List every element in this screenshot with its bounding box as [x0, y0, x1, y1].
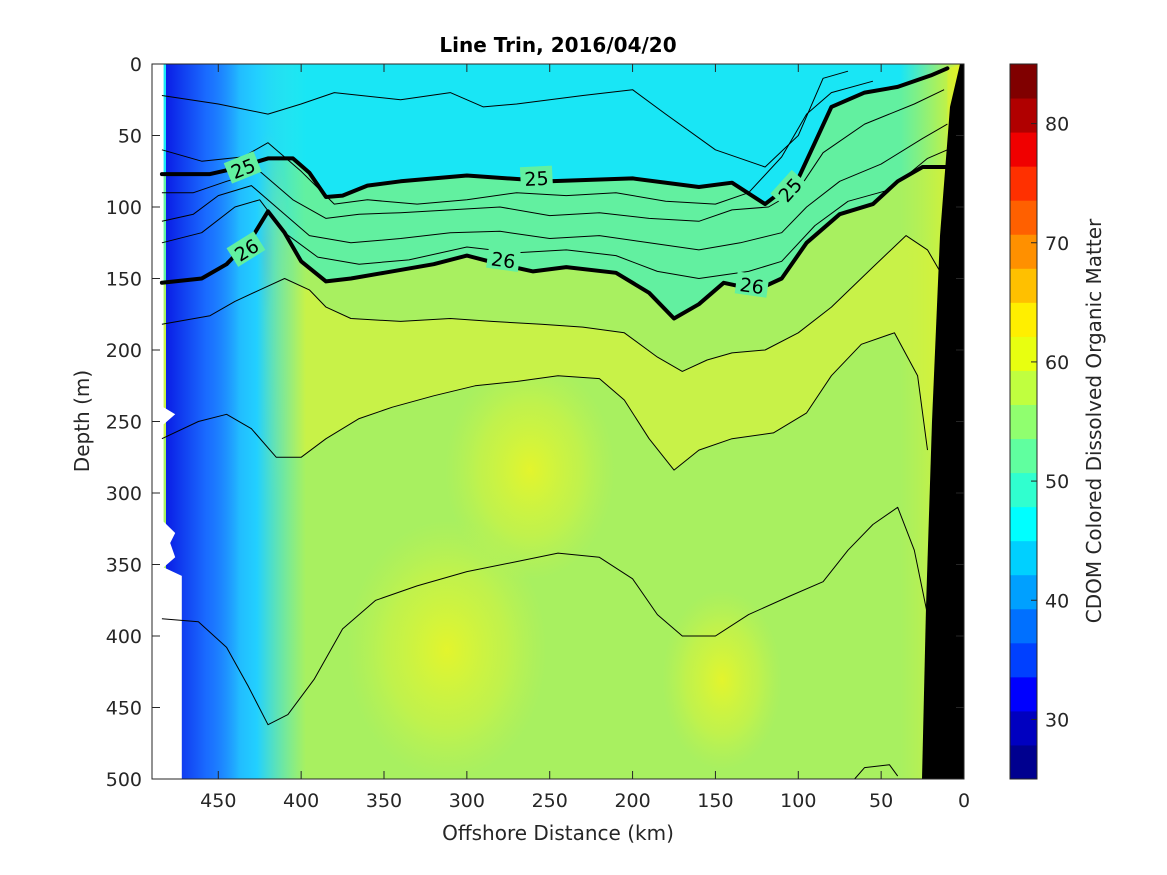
colorbar-segment [1010, 132, 1037, 167]
x-tick-label: 150 [697, 790, 733, 812]
x-tick-label: 0 [958, 790, 970, 812]
bottom-topography [922, 64, 964, 779]
y-tick-label: 300 [106, 483, 142, 505]
colorbar-tick-label: 70 [1045, 233, 1069, 255]
colorbar-segment [1010, 506, 1037, 542]
contour-label-bg [226, 231, 266, 267]
isopycnal-thin-line [161, 235, 945, 372]
colorbar-segment [1010, 574, 1037, 610]
y-tick-label: 350 [106, 555, 142, 577]
y-tick-label: 100 [106, 197, 142, 219]
colorbar-segment [1010, 166, 1037, 201]
y-tick-label: 500 [106, 769, 142, 791]
contour-label-group: 26 [734, 271, 770, 299]
colorbar-segment [1010, 710, 1037, 746]
cdom-surface-band [152, 64, 964, 205]
x-tick-label: 400 [283, 790, 319, 812]
missing-data-mask [152, 64, 182, 779]
colorbar-segment [1010, 472, 1037, 508]
y-tick-label: 0 [130, 54, 142, 76]
y-axis: 0 50 100 150 200 250 300 350 400 450 500 [106, 54, 964, 791]
chart-title: Line Trin, 2016/04/20 [439, 33, 676, 57]
isopycnal-thin-line [854, 764, 899, 779]
contour-label-bg [770, 169, 809, 209]
colorbar-tick-label: 80 [1045, 114, 1069, 136]
colorbar-segment [1010, 200, 1037, 235]
colorbar-tick-label: 50 [1045, 471, 1069, 493]
cdom-high-deep [347, 520, 547, 779]
colorbar: 30 40 50 60 70 80 [1009, 63, 1069, 780]
colorbar-segment [1010, 268, 1037, 303]
colorbar-segment [1010, 676, 1037, 712]
colorbar-segment [1010, 540, 1037, 576]
colorbar-segment [1010, 336, 1037, 371]
x-axis: 450 400 350 300 250 200 150 100 50 0 [200, 64, 970, 812]
colorbar-frame [1009, 63, 1038, 780]
x-tick-label: 100 [780, 790, 816, 812]
y-tick-label: 150 [106, 269, 142, 291]
colorbar-segment [1010, 98, 1037, 133]
colorbar-tick-label: 40 [1045, 590, 1069, 612]
cdom-upper-band [161, 68, 948, 319]
contour-label-group: 25 [223, 151, 262, 184]
colorbar-segment [1010, 642, 1037, 678]
isopycnal-contours-thin [161, 70, 948, 779]
isopycnal-26-line [159, 165, 950, 321]
x-tick-label: 300 [449, 790, 485, 812]
isopycnal-thin-line [161, 123, 948, 251]
x-tick-label: 350 [366, 790, 402, 812]
isopycnal-thin-line [161, 506, 928, 726]
y-tick-label: 450 [106, 698, 142, 720]
colorbar-segment [1010, 744, 1037, 780]
contour-label-bg [519, 165, 554, 190]
y-tick-label: 50 [118, 126, 142, 148]
colorbar-segment [1010, 438, 1037, 474]
contour-label: 25 [524, 168, 549, 191]
x-tick-label: 50 [869, 790, 893, 812]
isopycnal-thin-line [161, 332, 928, 471]
y-axis-label: Depth (m) [70, 370, 94, 472]
contour-label-bg [734, 271, 770, 298]
colorbar-segment [1010, 608, 1037, 644]
x-axis-label: Offshore Distance (km) [442, 821, 674, 845]
cdom-high-mid [445, 360, 615, 580]
colorbar-segment [1010, 234, 1037, 269]
colorbar-tick-label: 30 [1045, 709, 1069, 731]
colorbar-segment [1010, 404, 1037, 440]
contour-label: 26 [490, 248, 517, 273]
cdom-high-offshore [662, 590, 782, 770]
x-tick-label: 200 [614, 790, 650, 812]
contour-label-group: 26 [486, 245, 521, 273]
y-tick-label: 200 [106, 340, 142, 362]
isopycnal-thin-line [161, 89, 945, 222]
x-tick-label: 250 [532, 790, 568, 812]
contour-label-bg [223, 151, 262, 184]
colorbar-label: CDOM Colored Dissolved Organic Matter [1082, 218, 1106, 623]
isopycnal-thin-line [161, 80, 874, 205]
y-tick-label: 400 [106, 626, 142, 648]
colorbar-segment [1010, 64, 1037, 99]
cdom-deep-band [161, 235, 945, 471]
isopycnal-thin-line [161, 70, 849, 168]
y-tick-label: 250 [106, 412, 142, 434]
colorbar-segment [1010, 302, 1037, 337]
colorbar-tick-label: 60 [1045, 352, 1069, 374]
contour-label-group: 25 [519, 165, 554, 191]
x-tick-label: 450 [200, 790, 236, 812]
contour-label: 26 [738, 274, 765, 299]
colorbar-segment [1010, 370, 1037, 405]
contour-label-bg [486, 245, 521, 273]
